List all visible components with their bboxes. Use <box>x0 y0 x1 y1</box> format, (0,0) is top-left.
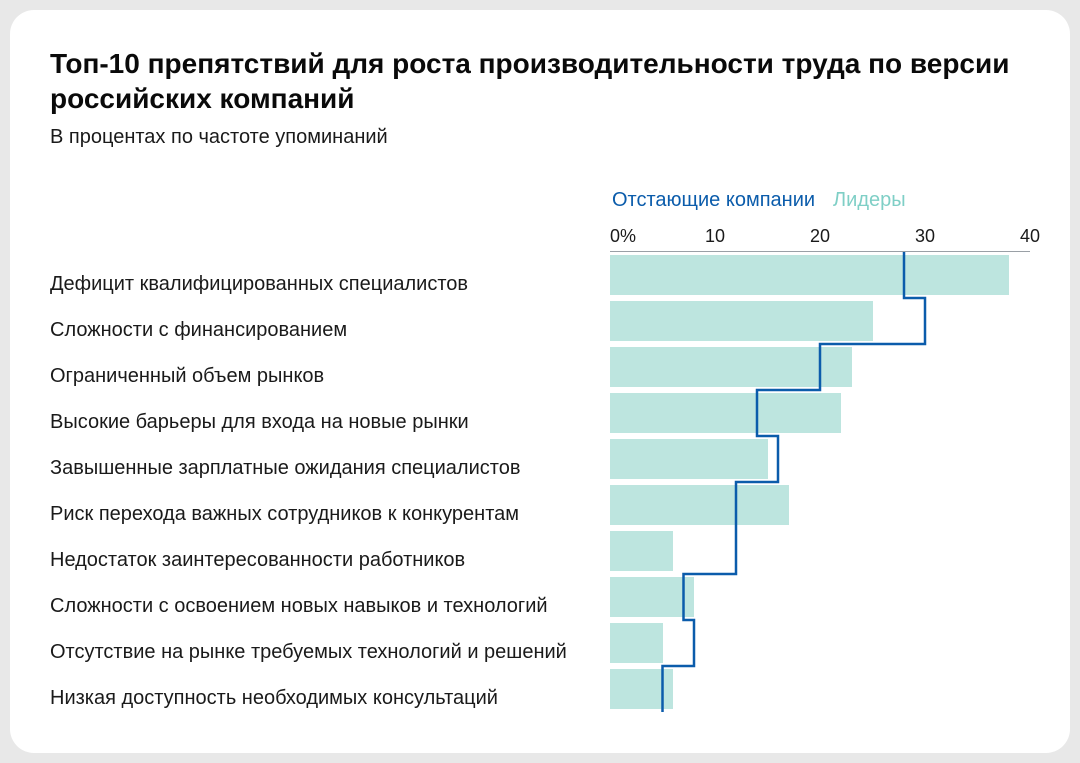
category-label: Завышенные зарплатные ожидания специалис… <box>50 445 610 491</box>
leaders-bar <box>610 347 852 387</box>
leaders-bar <box>610 669 673 709</box>
category-label: Недоcтаток заинтересованности работников <box>50 537 610 583</box>
bar-row <box>610 666 1030 712</box>
bar-row <box>610 298 1030 344</box>
leaders-bar <box>610 255 1009 295</box>
leaders-bar <box>610 623 663 663</box>
legend-lagging: Отстающие компании <box>612 189 815 212</box>
category-label: Отсутствие на рынке требуемых технологий… <box>50 629 610 675</box>
chart-body: Дефицит квалифицированных специалистовСл… <box>50 189 1030 721</box>
leaders-bar <box>610 577 694 617</box>
chart-card: Топ-10 препятствий для роста производите… <box>10 10 1070 753</box>
category-label: Ограниченный объем рынков <box>50 353 610 399</box>
category-label: Дефицит квалифицированных специалистов <box>50 261 610 307</box>
bar-row <box>610 344 1030 390</box>
plot-column: Отстающие компании Лидеры 0%10203040 <box>610 189 1030 721</box>
category-label: Низкая доступность необходимых консульта… <box>50 675 610 721</box>
chart-subtitle: В процентах по частоте упоминаний <box>50 126 1030 149</box>
bar-row <box>610 574 1030 620</box>
leaders-bar <box>610 301 873 341</box>
leaders-bar <box>610 485 789 525</box>
leaders-bar <box>610 531 673 571</box>
bar-row <box>610 390 1030 436</box>
plot-area <box>610 252 1030 712</box>
legend: Отстающие компании Лидеры <box>610 189 1030 212</box>
category-label: Риск перехода важных сотрудников к конку… <box>50 491 610 537</box>
bar-row <box>610 528 1030 574</box>
leaders-bar <box>610 393 841 433</box>
bar-row <box>610 620 1030 666</box>
category-labels-column: Дефицит квалифицированных специалистовСл… <box>50 189 610 721</box>
category-label: Сложности с освоением новых навыков и те… <box>50 583 610 629</box>
axis-tick: 20 <box>810 226 830 247</box>
x-axis: 0%10203040 <box>610 224 1030 252</box>
leaders-bar <box>610 439 768 479</box>
axis-tick: 0% <box>610 226 636 247</box>
bar-row <box>610 436 1030 482</box>
chart-title: Топ-10 препятствий для роста производите… <box>50 46 1030 116</box>
axis-tick: 10 <box>705 226 725 247</box>
axis-tick: 30 <box>915 226 935 247</box>
category-label: Сложности с финансированием <box>50 307 610 353</box>
axis-tick: 40 <box>1020 226 1040 247</box>
bar-row <box>610 482 1030 528</box>
category-label: Высокие барьеры для входа на новые рынки <box>50 399 610 445</box>
legend-leaders: Лидеры <box>833 189 906 212</box>
bar-row <box>610 252 1030 298</box>
